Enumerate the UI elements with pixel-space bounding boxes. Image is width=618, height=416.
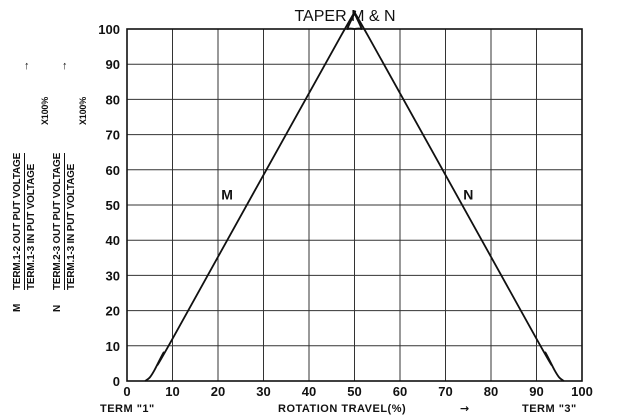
x-tick-label: 10 (165, 384, 179, 399)
tick-labels: 0 10 20 30 40 50 60 70 80 90 100 0 10 20 30 40 50 60 70 80 9… (98, 22, 593, 399)
y-tick-label: 40 (106, 233, 120, 248)
x-tick-label: 70 (438, 384, 452, 399)
series-label-m: M (221, 187, 233, 203)
y-label-n-denominator: TERM.1-3 IN PUT VOLTAGE (66, 163, 77, 290)
grid (126, 28, 583, 382)
series-lines (144, 10, 565, 382)
y-tick-label: 70 (106, 128, 120, 143)
y-label-m-arrow: ↑ (24, 60, 30, 72)
y-tick-label: 20 (106, 304, 120, 319)
x-tick-label: 0 (123, 384, 130, 399)
term-3-label: TERM "3" (522, 403, 577, 415)
x-axis-arrow: → (460, 402, 469, 415)
y-tick-label: 10 (106, 339, 120, 354)
x-tick-label: 100 (571, 384, 593, 399)
x-tick-label: 90 (529, 384, 543, 399)
x-tick-label: 80 (484, 384, 498, 399)
y-tick-label: 100 (98, 22, 120, 37)
y-tick-label: 60 (106, 163, 120, 178)
y-label-n-fraction: TERM.2-3 OUT PUT VOLTAGE TERM.1-3 IN PUT… (52, 152, 77, 290)
series-line-m (144, 10, 357, 382)
y-label-n-numerator: TERM.2-3 OUT PUT VOLTAGE (52, 152, 65, 290)
x-tick-label: 20 (211, 384, 225, 399)
y-label-m-prefix: M (12, 303, 23, 312)
y-label-n-multiplier: X100% (78, 96, 88, 125)
x-tick-label: 50 (347, 384, 361, 399)
chart-title: TAPER M & N (294, 8, 395, 25)
series-label-n: N (463, 187, 473, 203)
y-label-m-multiplier: X100% (40, 96, 50, 125)
x-tick-label: 30 (256, 384, 270, 399)
term-1-label: TERM "1" (100, 403, 155, 415)
series-line-n (352, 10, 565, 382)
y-label-n-prefix: N (52, 304, 63, 312)
y-tick-label: 80 (106, 92, 120, 107)
x-tick-label: 40 (302, 384, 316, 399)
y-tick-label: 0 (113, 374, 120, 389)
x-axis-label: ROTATION TRAVEL(%) (278, 403, 406, 415)
y-label-m-fraction: TERM.1-2 OUT PUT VOLTAGE TERM.1-3 IN PUT… (12, 152, 37, 290)
y-tick-label: 30 (106, 268, 120, 283)
y-label-m-denominator: TERM.1-3 IN PUT VOLTAGE (26, 163, 37, 290)
y-tick-label: 50 (106, 198, 120, 213)
y-label-n-arrow: ↑ (62, 60, 68, 72)
x-tick-label: 60 (393, 384, 407, 399)
y-tick-label: 90 (106, 57, 120, 72)
y-label-m-numerator: TERM.1-2 OUT PUT VOLTAGE (12, 152, 25, 290)
